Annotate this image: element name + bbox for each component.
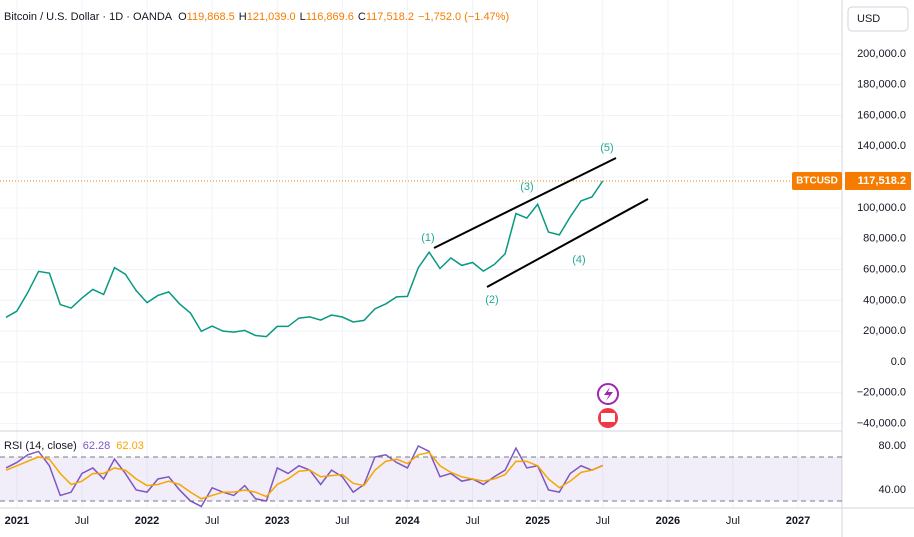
y-tick-label: 80,000.0 <box>863 233 906 245</box>
x-tick-label: Jul <box>335 515 349 527</box>
wave-label: (3) <box>520 181 533 193</box>
ohlc-key: H <box>239 11 247 23</box>
rsi-title: RSI (14, close) <box>4 440 77 452</box>
rsi-band <box>0 456 842 501</box>
x-tick-label: 2024 <box>395 515 420 527</box>
change: −1,752.0 (−1.47%) <box>418 11 509 23</box>
ohlc-key: O <box>178 11 187 23</box>
y-tick-label: 180,000.0 <box>857 79 906 91</box>
price-line <box>5 180 604 338</box>
rsi-ma-value: 62.03 <box>116 440 144 452</box>
currency-button[interactable] <box>847 6 909 32</box>
symbol-tag-label: BTCUSD <box>796 176 838 187</box>
y-tick-label: 0.0 <box>891 356 906 368</box>
wave-label: (4) <box>572 254 585 266</box>
currency[interactable]: USD <box>857 13 880 25</box>
y-tick-label: 200,000.0 <box>857 48 906 60</box>
series-line <box>5 451 604 500</box>
x-tick-label: Jul <box>726 515 740 527</box>
ohlc-value: 117,518.2 <box>366 11 414 23</box>
last-price-tag <box>845 171 911 190</box>
x-tick-label: 2025 <box>525 515 549 527</box>
x-tick-label: 2022 <box>135 515 159 527</box>
ohlc-value: 119,868.5 <box>187 11 235 23</box>
last-price-label: 117,518.2 <box>858 175 906 187</box>
y-tick-label: −20,000.0 <box>857 387 906 399</box>
y-tick-label: 100,000.0 <box>857 202 906 214</box>
y-tick-label: 60,000.0 <box>863 263 906 275</box>
wave-label: (5) <box>600 142 613 154</box>
y-tick-label: 20,000.0 <box>863 325 906 337</box>
wave-label: (2) <box>485 294 498 306</box>
series-line <box>5 444 604 508</box>
y-tick-label: 140,000.0 <box>857 140 906 152</box>
channel-lower <box>486 198 649 288</box>
event-icon-flag <box>601 413 615 422</box>
ohlc: O119,868.5 H121,039.0 L116,869.6 C117,518.2 <box>178 11 414 23</box>
rsi-value: 62.28 <box>83 440 111 452</box>
x-tick-label: Jul <box>466 515 480 527</box>
header-symbol: Bitcoin / U.S. Dollar · 1D · OANDA O119,8… <box>4 11 509 23</box>
event-icon-bolt <box>604 387 613 401</box>
plot <box>0 180 842 508</box>
x-tick-label: 2021 <box>5 515 29 527</box>
ohlc-value: 121,039.0 <box>247 11 296 23</box>
channel-upper <box>433 157 617 249</box>
y-tick-label: 40,000.0 <box>863 294 906 306</box>
y-tick-label: 40.00 <box>878 484 906 496</box>
symbol: Bitcoin / U.S. Dollar · 1D · OANDA <box>4 11 173 23</box>
ohlc-key: L <box>300 11 306 23</box>
ohlc-key: C <box>358 11 366 23</box>
rsi-legend: RSI (14, close) 62.28 62.03 <box>4 440 144 452</box>
x-tick-label: Jul <box>596 515 610 527</box>
x-tick-label: Jul <box>205 515 219 527</box>
x-tick-label: Jul <box>75 515 89 527</box>
x-tick-label: 2027 <box>786 515 810 527</box>
y-tick-label: 160,000.0 <box>857 109 906 121</box>
x-tick-label: 2026 <box>656 515 680 527</box>
y-tick-label: 80.00 <box>878 440 906 452</box>
y-tick-label: −40,000.0 <box>857 418 906 430</box>
wave-label: (1) <box>421 232 434 244</box>
symbol-tag <box>792 171 842 190</box>
ohlc-value: 116,869.6 <box>306 11 354 23</box>
x-tick-label: 2023 <box>265 515 289 527</box>
